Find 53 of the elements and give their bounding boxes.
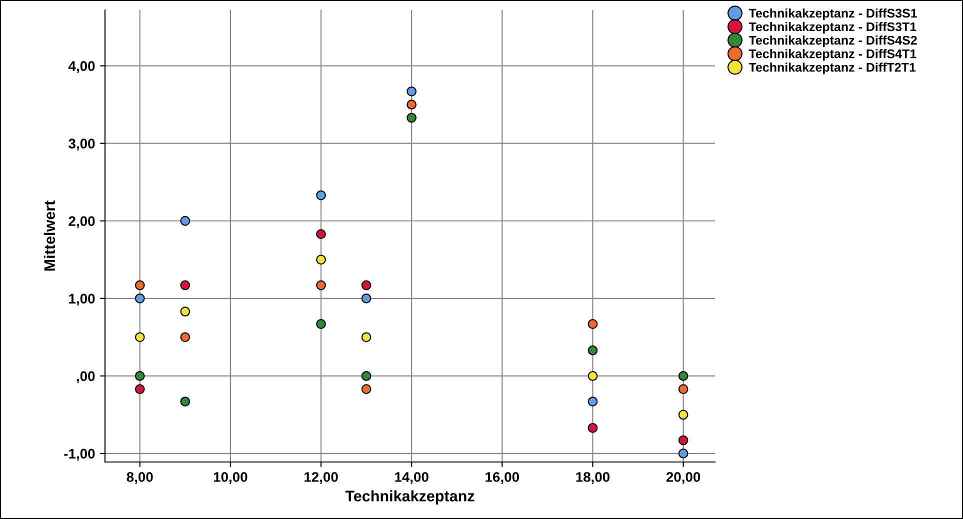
- x-tick-label: 8,00: [126, 472, 153, 484]
- point: [361, 332, 372, 342]
- point: [316, 190, 326, 200]
- y-tick-label: 4,00: [68, 61, 95, 74]
- point: [588, 422, 598, 433]
- x-tick-label: 20,00: [666, 472, 700, 484]
- point: [678, 370, 688, 381]
- x-tick-label: 10,00: [214, 472, 248, 484]
- point: [678, 435, 688, 446]
- point: [316, 280, 326, 290]
- point: [588, 319, 598, 329]
- point: [588, 345, 598, 356]
- point: [678, 384, 688, 394]
- point: [678, 410, 688, 420]
- point: [361, 370, 372, 381]
- point: [134, 293, 145, 304]
- point: [180, 396, 190, 406]
- point: [406, 100, 417, 110]
- point: [134, 370, 145, 381]
- y-tick-label: 1,00: [69, 294, 95, 306]
- point: [180, 280, 190, 290]
- point: [316, 229, 326, 240]
- point: [316, 254, 326, 265]
- legend-label: Technikakzeptanz - DiffS4T1: [748, 49, 916, 61]
- point: [180, 332, 190, 342]
- point: [134, 332, 145, 342]
- point: [588, 396, 598, 406]
- point: [316, 319, 326, 329]
- legend-label: Technikakzeptanz - DiffS3S1: [748, 8, 917, 20]
- point: [588, 370, 598, 381]
- y-tick-label: -1,00: [64, 448, 95, 461]
- legend-label: Technikakzeptanz - DiffS3T1: [748, 22, 916, 34]
- y-tick-label: 2,00: [68, 216, 95, 228]
- point: [134, 280, 145, 290]
- point: [406, 86, 417, 96]
- point: [361, 384, 372, 394]
- legend-label: Technikakzeptanz - DiffT2T1: [748, 62, 916, 74]
- x-tick-label: 18,00: [576, 472, 610, 484]
- point: [134, 384, 145, 394]
- y-axis-title: Mittelwert: [44, 200, 56, 271]
- y-tick-label: ,00: [76, 371, 95, 384]
- y-tick-label: 3,00: [68, 138, 95, 151]
- point: [361, 293, 372, 304]
- point: [180, 306, 190, 317]
- point: [678, 448, 688, 458]
- x-tick-label: 16,00: [486, 472, 519, 484]
- legend-label: Technikakzeptanz - DiffS4S2: [748, 36, 917, 48]
- x-axis-title: Technikakzeptanz: [345, 490, 474, 504]
- point: [406, 112, 417, 123]
- point: [361, 280, 372, 290]
- point: [180, 216, 190, 226]
- x-tick-label: 12,00: [304, 472, 338, 484]
- x-tick-label: 14,00: [395, 472, 428, 484]
